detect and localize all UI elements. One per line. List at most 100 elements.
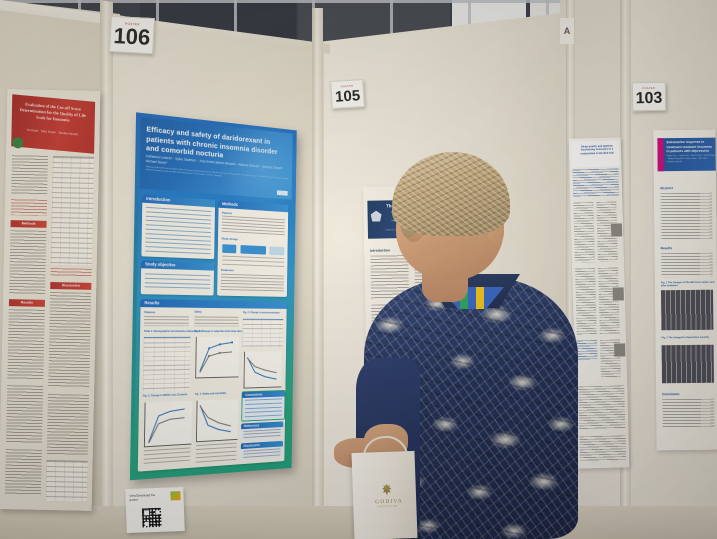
- poster-main-figure-2: [243, 351, 282, 389]
- poster-103-accent-bar: [657, 138, 664, 172]
- poster-main-figure-4-note: [195, 442, 237, 463]
- poster-103-caption-fig1: Fig. 1 The changes of the BDI score befo…: [660, 280, 715, 288]
- partition-post: [620, 0, 631, 539]
- poster-main-flow-node: [222, 244, 237, 254]
- poster-main-subhead-patients-results: Patients: [144, 310, 156, 315]
- poster-main-text-block: [221, 215, 285, 237]
- aisle-letter: A: [563, 25, 571, 36]
- board-number-tag-106: POSTER 106: [109, 15, 155, 55]
- poster-main-subhead-endpoints: Endpoints: [221, 267, 234, 273]
- poster-main-disclosure-lines: [243, 448, 281, 459]
- poster-106-data-table: [50, 156, 95, 266]
- poster-main-caption-fig2: Fig. 2. Change in nocturia episodes: [242, 311, 280, 315]
- poster-main-section-references: References: [241, 421, 284, 430]
- poster-main-figure-3: [143, 400, 193, 448]
- poster-106-highlight-block: [10, 199, 48, 216]
- poster-106-section-discussion: Discussion: [50, 282, 92, 290]
- poster-103-title: Esketamine response in treatment-resista…: [666, 139, 712, 154]
- poster-main-text-block: [220, 273, 284, 294]
- poster-main-box-references: References: [240, 421, 284, 441]
- poster-main-text-block: [194, 316, 239, 327]
- attendee-person: [334, 152, 582, 539]
- poster-main-figure-1-lines: [196, 337, 239, 378]
- poster-main-subhead-study-design: Study design: [221, 236, 239, 242]
- board-number-105: 105: [334, 86, 361, 106]
- poster-main-table-2: [242, 318, 284, 348]
- poster-main-caption-fig1: Fig. 1. Change in subjective total sleep…: [194, 330, 250, 333]
- poster-right-figure-thumb: [612, 287, 624, 301]
- qr-code-icon[interactable]: [141, 507, 162, 528]
- poster-main-header-banner: Efficacy and safety of daridorexant in p…: [139, 116, 293, 200]
- qr-card-caption: View/Download the poster: [129, 492, 156, 502]
- poster-main-flow-caption: [221, 255, 285, 269]
- poster-main-daridorexant-nocturia[interactable]: Efficacy and safety of daridorexant in p…: [129, 112, 297, 481]
- poster-main-flow-node: [240, 245, 267, 255]
- poster-main-figure-2-lines: [244, 351, 282, 387]
- poster-103-text-block: [662, 398, 715, 428]
- poster-main-figure-1: [195, 336, 240, 379]
- aisle-letter-sign: A: [560, 18, 574, 44]
- poster-106-text-block: [7, 309, 45, 380]
- poster-106-text-block: [9, 230, 47, 295]
- poster-main-reference-lines: [243, 428, 281, 439]
- poster-main-card-results: Results Patients Table 1. Demographics a…: [137, 299, 287, 472]
- godiva-crest-icon: [381, 484, 392, 497]
- poster-main-conclusion-bullets: [244, 398, 283, 418]
- poster-106-quality-of-life-scale[interactable]: Evaluation of the Cut-off Score Determin…: [0, 89, 101, 511]
- poster-main-caption-fig4: Fig. 4. Safety and tolerability: [194, 391, 227, 396]
- poster-103-section-results: Results: [660, 246, 673, 251]
- poster-qr-download-card[interactable]: View/Download the poster: [125, 487, 185, 533]
- poster-106-text-block: [4, 449, 42, 496]
- poster-main-flow-node: [269, 246, 285, 256]
- poster-106-institution-logo-icon: [12, 136, 24, 149]
- poster-main-figure-4-lines: [197, 399, 238, 441]
- partition-post: [566, 0, 575, 539]
- poster-main-objective-bullets: [144, 273, 211, 292]
- poster-main-figure-4: [195, 399, 239, 443]
- poster-103-section-conclusion: Conclusion: [662, 392, 680, 397]
- poster-right-text-block: [579, 435, 627, 463]
- poster-main-section-study-objective: Study objective: [141, 260, 215, 271]
- poster-main-box-disclosures: Disclosures: [240, 440, 283, 461]
- poster-right-text-block: [598, 267, 620, 334]
- poster-103-esketamine-depression[interactable]: Esketamine response in treatment-resista…: [653, 129, 717, 451]
- poster-main-table-1: [142, 336, 191, 392]
- poster-main-subhead-safety: Safety: [194, 310, 202, 314]
- poster-106-text-block: [48, 292, 92, 389]
- godiva-logo: GODIVA CHOCOLATIER: [375, 484, 403, 509]
- attendee-hair: [392, 152, 510, 236]
- poster-106-text-block: [46, 393, 90, 455]
- poster-main-intro-bullets: [145, 206, 212, 256]
- poster-main-body: Introduction Study objective Methods Pat…: [135, 192, 292, 474]
- qr-card-brand-logo-icon: [170, 491, 181, 501]
- poster-main-section-introduction: Introduction: [142, 194, 216, 208]
- godiva-brand-subtitle: CHOCOLATIER: [376, 505, 398, 509]
- board-number-106: 106: [112, 23, 151, 50]
- poster-right-figure-thumb: [614, 343, 626, 357]
- poster-106-table-note: [50, 268, 92, 278]
- poster-103-caption-fig2: Fig. 2 The changes in depression severit…: [661, 335, 709, 340]
- poster-main-caption-fig3: Fig. 3. Change in WASO over 12 weeks: [142, 393, 188, 398]
- poster-106-text-block: [11, 155, 49, 196]
- poster-main-section-conclusions: Conclusions: [242, 390, 285, 399]
- partition-post: [100, 0, 113, 539]
- board-number-tag-103: POSTER 103: [631, 81, 667, 112]
- poster-main-affiliations: ¹Advanced Sleep Research GmbH, Berlin, G…: [145, 166, 289, 181]
- poster-103-text-block: [660, 252, 713, 278]
- poster-main-sponsor-logo-icon: [276, 190, 288, 196]
- poster-main-text-block: [144, 316, 189, 327]
- board-number-103: 103: [635, 89, 663, 107]
- poster-106-section-methods: Methods: [10, 220, 47, 228]
- poster-103-authors: Wonjin Eum · Hyewon Ko · Minsu Kang · Su…: [666, 154, 716, 164]
- godiva-shopping-bag: GODIVA CHOCOLATIER: [351, 450, 418, 539]
- poster-103-section-abstract: Abstract: [659, 186, 673, 191]
- poster-main-card-methods: Methods Patients Study design Endpoints: [217, 200, 289, 297]
- poster-main-figure-3-note: [143, 447, 191, 467]
- poster-main-figure-3-lines: [145, 401, 192, 446]
- poster-right-text-block: [578, 385, 626, 431]
- poster-main-card-introduction: Introduction: [141, 194, 216, 260]
- poster-103-figure-1-grid: [661, 289, 714, 331]
- poster-106-data-table: [45, 459, 88, 502]
- poster-main-subhead-patients: Patients: [221, 210, 233, 216]
